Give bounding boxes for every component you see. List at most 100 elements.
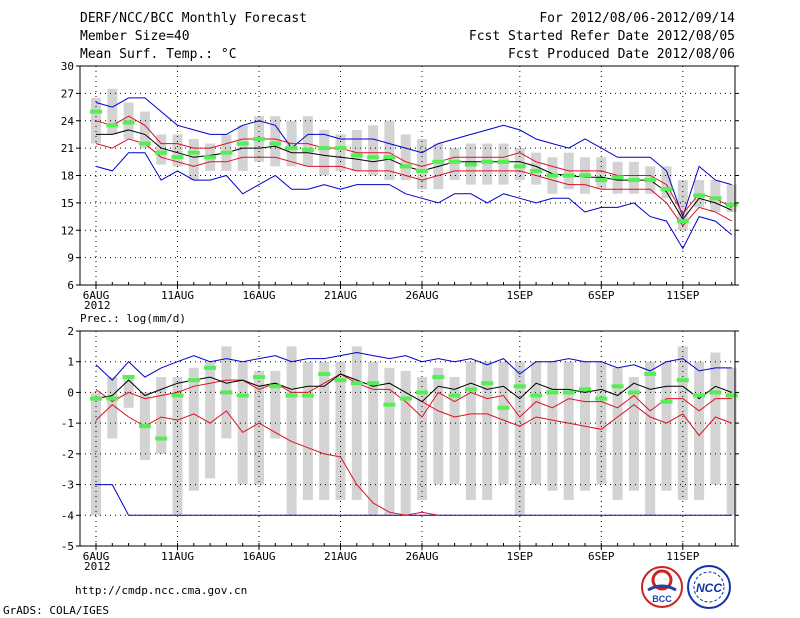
control-marker bbox=[187, 378, 200, 383]
control-marker bbox=[334, 146, 347, 151]
control-marker bbox=[318, 372, 331, 376]
control-marker bbox=[90, 396, 102, 401]
control-marker bbox=[579, 387, 591, 392]
header-member-size: Member Size=40 bbox=[80, 29, 190, 44]
box-whisker bbox=[596, 157, 607, 190]
box-whisker bbox=[384, 120, 395, 181]
y-tick-label: -5 bbox=[61, 540, 74, 553]
control-marker bbox=[383, 402, 396, 407]
x-tick-sublabel: 2012 bbox=[84, 299, 111, 312]
bcc-logo-text: BCC bbox=[652, 594, 672, 604]
inner-high-line bbox=[95, 373, 732, 418]
box-whisker bbox=[417, 377, 427, 500]
control-marker bbox=[725, 393, 738, 398]
control-marker bbox=[204, 155, 217, 160]
control-marker bbox=[660, 399, 673, 404]
y-tick-label: -2 bbox=[61, 448, 74, 461]
control-marker bbox=[448, 159, 461, 164]
control-marker bbox=[90, 109, 102, 114]
x-tick-label: 11AUG bbox=[161, 550, 194, 563]
control-marker bbox=[171, 155, 184, 160]
box-whisker bbox=[417, 139, 427, 190]
y-tick-label: 2 bbox=[67, 325, 74, 338]
box-whisker bbox=[726, 184, 737, 212]
box-whisker bbox=[433, 367, 444, 485]
control-marker bbox=[595, 178, 608, 183]
y-tick-label: 6 bbox=[67, 279, 74, 292]
footer-url[interactable]: http://cmdp.ncc.cma.gov.cn bbox=[75, 584, 247, 597]
control-marker bbox=[334, 378, 347, 383]
control-marker bbox=[253, 137, 265, 141]
control-marker bbox=[627, 390, 640, 395]
control-marker bbox=[562, 173, 575, 178]
plot-frame bbox=[79, 330, 736, 547]
ensemble-mean-line bbox=[95, 373, 732, 403]
box-whisker bbox=[335, 361, 346, 500]
box-whisker bbox=[139, 111, 150, 149]
y-tick-label: 21 bbox=[61, 142, 74, 155]
box-whisker bbox=[710, 180, 721, 212]
x-tick-label: 1SEP bbox=[507, 550, 534, 563]
outer-low-line bbox=[95, 152, 733, 250]
box-whisker bbox=[498, 361, 509, 485]
control-marker bbox=[513, 384, 526, 389]
inner-low-line bbox=[95, 404, 439, 516]
control-marker bbox=[464, 162, 477, 167]
box-whisker bbox=[465, 361, 476, 500]
control-marker bbox=[464, 387, 477, 392]
box-whisker bbox=[547, 361, 558, 491]
box-whisker bbox=[628, 161, 639, 194]
box-whisker bbox=[335, 134, 346, 171]
x-tick-label: 26AUG bbox=[405, 289, 438, 302]
control-marker bbox=[318, 146, 331, 151]
control-marker bbox=[693, 193, 706, 198]
box-whisker bbox=[400, 134, 411, 181]
control-marker bbox=[709, 390, 722, 395]
control-marker bbox=[269, 384, 282, 389]
x-tick-label: 6AUG bbox=[83, 289, 110, 302]
box-whisker bbox=[351, 129, 362, 171]
box-whisker bbox=[563, 361, 574, 500]
inner-high-line bbox=[95, 115, 732, 215]
control-marker bbox=[579, 173, 591, 178]
control-marker bbox=[269, 141, 282, 146]
inner-low-line bbox=[95, 138, 732, 227]
control-marker bbox=[236, 141, 249, 146]
box-whisker bbox=[156, 377, 167, 454]
x-tick-label: 11SEP bbox=[666, 289, 699, 302]
box-whisker bbox=[107, 377, 118, 439]
box-whisker bbox=[368, 361, 379, 516]
control-marker bbox=[562, 390, 575, 395]
control-marker bbox=[644, 372, 657, 376]
header-produced-date: Fcst Produced Date 2012/08/06 bbox=[508, 47, 735, 62]
control-marker bbox=[220, 150, 233, 155]
control-marker bbox=[187, 150, 200, 155]
box-whisker bbox=[710, 352, 721, 485]
box-whisker bbox=[628, 377, 639, 491]
control-marker bbox=[367, 155, 380, 160]
control-marker bbox=[546, 173, 559, 178]
box-whisker bbox=[596, 361, 607, 485]
x-tick-label: 1SEP bbox=[507, 289, 534, 302]
box-whisker bbox=[482, 143, 493, 185]
box-whisker bbox=[254, 370, 264, 485]
box-whisker bbox=[270, 370, 281, 439]
box-whisker bbox=[286, 346, 297, 516]
control-marker bbox=[546, 390, 559, 395]
x-tick-label: 26AUG bbox=[405, 550, 438, 563]
y-tick-label: 24 bbox=[61, 115, 75, 128]
control-marker bbox=[611, 175, 624, 180]
inner-low-line-2 bbox=[421, 401, 732, 437]
control-marker bbox=[693, 393, 706, 398]
box-whisker bbox=[661, 166, 672, 199]
control-marker bbox=[122, 375, 135, 380]
x-tick-label: 6SEP bbox=[588, 289, 615, 302]
control-marker bbox=[106, 123, 119, 128]
x-tick-label: 21AUG bbox=[324, 550, 357, 563]
control-marker bbox=[676, 219, 689, 224]
box-whisker bbox=[302, 116, 313, 167]
bcc-logo: BCC bbox=[641, 566, 683, 608]
control-marker bbox=[350, 381, 363, 386]
